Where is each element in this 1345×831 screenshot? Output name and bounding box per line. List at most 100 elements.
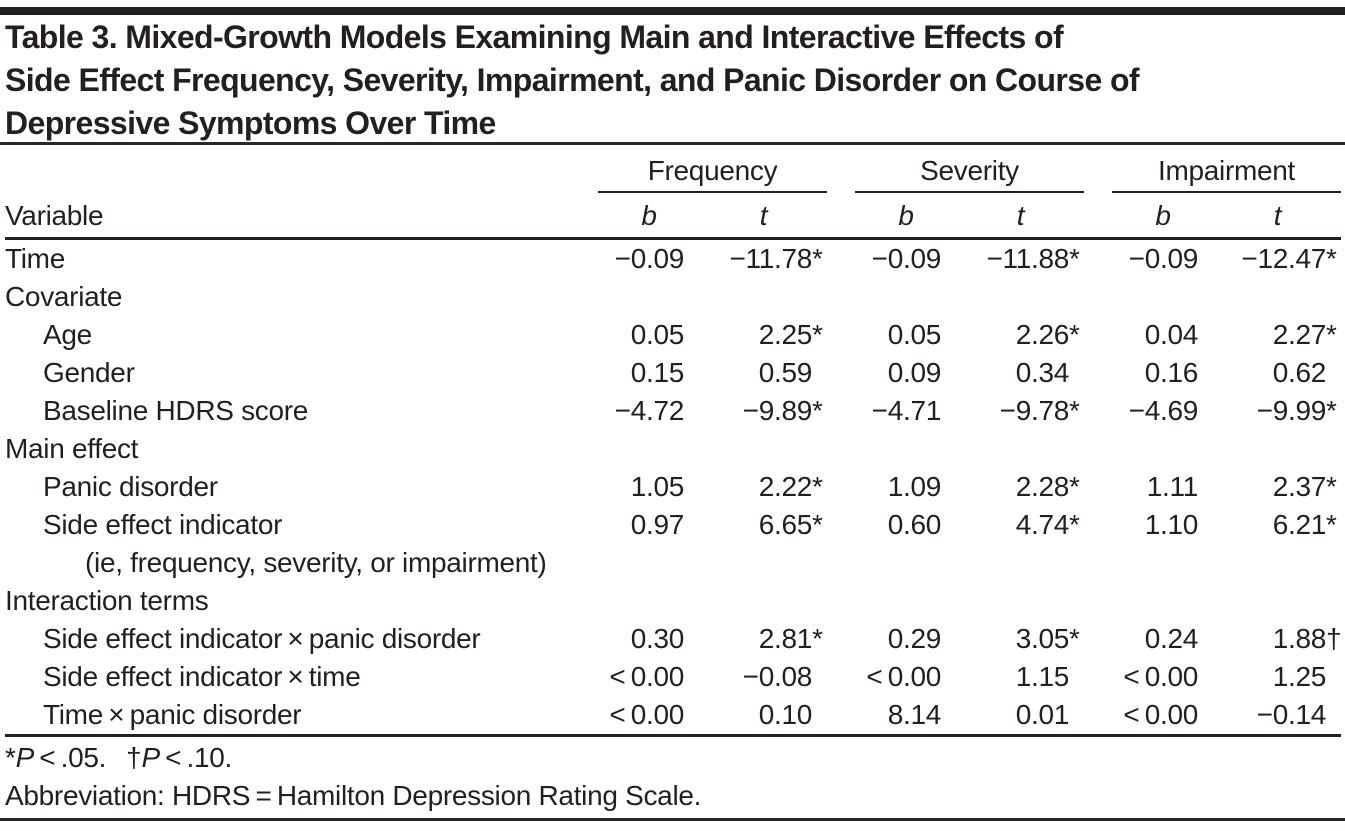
value-cell: 6.21 *: [1214, 506, 1341, 544]
cell-mark: *: [812, 622, 823, 654]
table-row-interaction-terms-section: Interaction terms: [5, 582, 1341, 620]
cell-value: 0.30: [630, 622, 685, 654]
cell-value: −4.72: [614, 394, 685, 426]
cell-mark: *: [1069, 394, 1080, 426]
p-italic: P: [141, 742, 160, 773]
row-label: Baseline HDRS score: [43, 394, 309, 426]
value-cell: < 0.00: [855, 658, 957, 696]
cell-mark: *: [812, 508, 823, 540]
cell-mark: †: [1326, 622, 1342, 654]
table-title-line-2: Side Effect Frequency, Severity, Impairm…: [5, 62, 1140, 98]
gap-cell: [827, 544, 855, 582]
value-cell: −4.69: [1112, 392, 1214, 430]
gap-cell: [827, 582, 855, 620]
value-cell: [957, 278, 1084, 316]
b-header: b: [898, 199, 914, 231]
value-cell: [1112, 278, 1214, 316]
cell-mark: *: [1326, 470, 1337, 502]
value-cell: < 0.00: [1112, 695, 1214, 737]
value-cell: [598, 582, 700, 620]
value-cell: −9.89 *: [700, 392, 827, 430]
p-italic: P: [15, 742, 35, 773]
value-cell: 2.26 *: [957, 316, 1084, 354]
cell-mark: *: [1069, 622, 1080, 654]
mixed-growth-models-table: Frequency Severity Impairment Variable b…: [5, 146, 1342, 737]
value-cell: 2.81 *: [700, 620, 827, 658]
value-cell: [1214, 278, 1341, 316]
cell-value: 0.15: [630, 356, 685, 388]
table-row-covariate-section: Covariate: [5, 278, 1341, 316]
group-header-frequency: Frequency: [598, 146, 827, 193]
cell-value: 2.22: [758, 470, 813, 502]
value-cell: [855, 544, 957, 582]
table-row-indicator-x-panic: Side effect indicator × panic disorder 0…: [5, 620, 1342, 658]
value-cell: 1.10: [1112, 506, 1214, 544]
cell-value: 0.24: [1144, 622, 1199, 654]
gap-cell: [827, 506, 855, 544]
cell-value: 8.14: [887, 698, 942, 730]
value-cell: [957, 544, 1084, 582]
cell-value: 1.88: [1272, 622, 1327, 654]
cell-value: −4.69: [1128, 394, 1199, 426]
value-cell: −0.14: [1214, 695, 1342, 737]
cell-mark: *: [1069, 470, 1080, 502]
cell-value: < 0.00: [1123, 698, 1198, 730]
value-cell: −9.78 *: [957, 392, 1084, 430]
row-label: Covariate: [5, 280, 123, 312]
cell-value: 0.29: [887, 622, 942, 654]
table-title-line-3: Depressive Symptoms Over Time: [5, 105, 496, 141]
b-header: b: [641, 199, 657, 231]
top-heavy-rule: [0, 7, 1345, 15]
cell-value: 0.05: [887, 318, 942, 350]
gap-cell: [827, 620, 855, 658]
cell-value: −0.08: [742, 660, 813, 692]
cell-mark: *: [812, 394, 823, 426]
row-label-cell: Interaction terms: [5, 582, 598, 620]
value-cell: −4.71: [855, 392, 957, 430]
col-header-impairment-b: b: [1112, 192, 1214, 240]
value-cell: 2.37 *: [1214, 468, 1341, 506]
value-cell: 2.25 *: [700, 316, 827, 354]
cell-value: 1.09: [887, 470, 942, 502]
cell-value: 2.28: [1015, 470, 1070, 502]
gap-cell: [1084, 238, 1112, 278]
row-label-cell: Side effect indicator: [5, 506, 598, 544]
group-header-impairment: Impairment: [1112, 146, 1342, 193]
value-cell: 2.28 *: [957, 468, 1084, 506]
cell-value: 6.21: [1272, 508, 1327, 540]
gap-cell: [827, 316, 855, 354]
row-label: Interaction terms: [5, 584, 209, 616]
value-cell: [598, 278, 700, 316]
cell-value: 0.97: [630, 508, 685, 540]
row-label: Gender: [43, 356, 135, 388]
row-label-cell: (ie, frequency, severity, or impairment): [5, 544, 598, 582]
gap-cell: [827, 658, 855, 696]
value-cell: [855, 278, 957, 316]
row-label-cell: Panic disorder: [5, 468, 598, 506]
cell-value: 0.16: [1144, 356, 1199, 388]
value-cell: [1214, 430, 1341, 468]
value-cell: −0.09: [855, 238, 957, 278]
value-cell: [1112, 430, 1214, 468]
header-group-row: Frequency Severity Impairment: [5, 146, 1342, 193]
table-row-time-x-panic: Time × panic disorder < 0.00 0.10 8.14 0…: [5, 695, 1342, 737]
value-cell: [957, 582, 1084, 620]
cell-value: 1.05: [630, 470, 685, 502]
value-cell: 0.09: [855, 354, 957, 392]
group-gap: [827, 146, 855, 192]
value-cell: 0.04: [1112, 316, 1214, 354]
value-cell: 0.59: [700, 354, 827, 392]
significance-note-p10: †P < .10.: [126, 742, 232, 773]
value-cell: 0.34: [957, 354, 1084, 392]
col-header-impairment-t: t: [1214, 192, 1342, 240]
group-label: Impairment: [1157, 155, 1296, 186]
value-cell: 0.10: [700, 695, 827, 737]
cell-mark: *: [812, 470, 823, 502]
value-cell: [1112, 582, 1214, 620]
cell-value: −11.88: [986, 242, 1069, 274]
row-label: Time: [5, 242, 65, 274]
cell-value: −0.14: [1256, 698, 1327, 730]
gap-cell: [1084, 430, 1112, 468]
value-cell: 1.09: [855, 468, 957, 506]
